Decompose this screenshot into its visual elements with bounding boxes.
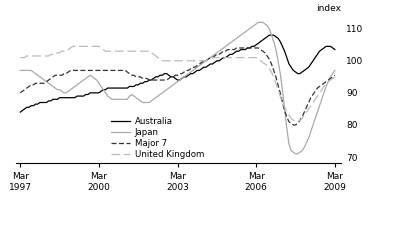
Major 7 bbox=[234, 47, 239, 49]
Australia bbox=[267, 34, 272, 37]
Japan bbox=[315, 111, 320, 114]
Japan bbox=[18, 69, 23, 72]
United Kingdom bbox=[332, 75, 337, 78]
Major 7 bbox=[267, 58, 272, 61]
United Kingdom bbox=[70, 45, 75, 48]
Line: Japan: Japan bbox=[20, 22, 335, 154]
Major 7 bbox=[332, 74, 337, 76]
Australia bbox=[256, 42, 261, 44]
Text: index: index bbox=[316, 4, 341, 13]
Japan bbox=[332, 69, 337, 72]
Line: Australia: Australia bbox=[20, 35, 335, 112]
Japan bbox=[267, 27, 272, 30]
United Kingdom bbox=[18, 56, 23, 59]
Japan bbox=[199, 63, 204, 65]
United Kingdom bbox=[20, 56, 25, 59]
Japan bbox=[256, 21, 261, 24]
Major 7 bbox=[315, 87, 320, 89]
United Kingdom bbox=[315, 95, 320, 97]
Australia bbox=[20, 109, 25, 112]
Japan bbox=[258, 21, 263, 24]
United Kingdom bbox=[33, 55, 38, 57]
Japan bbox=[293, 153, 298, 155]
Major 7 bbox=[20, 90, 25, 93]
Australia bbox=[313, 56, 318, 59]
United Kingdom bbox=[258, 59, 263, 62]
Major 7 bbox=[18, 91, 23, 94]
Australia bbox=[265, 35, 270, 38]
Major 7 bbox=[33, 82, 38, 85]
United Kingdom bbox=[201, 59, 206, 62]
United Kingdom bbox=[293, 120, 298, 123]
Australia bbox=[18, 111, 23, 114]
Line: Major 7: Major 7 bbox=[20, 48, 335, 125]
Line: United Kingdom: United Kingdom bbox=[20, 46, 335, 122]
Major 7 bbox=[291, 123, 296, 126]
Major 7 bbox=[199, 61, 204, 64]
Japan bbox=[20, 69, 25, 72]
United Kingdom bbox=[267, 67, 272, 70]
Australia bbox=[332, 48, 337, 51]
Australia bbox=[33, 103, 38, 106]
Legend: Australia, Japan, Major 7, United Kingdom: Australia, Japan, Major 7, United Kingdo… bbox=[111, 117, 204, 159]
Australia bbox=[199, 67, 204, 70]
Japan bbox=[33, 72, 38, 75]
Major 7 bbox=[258, 48, 263, 51]
